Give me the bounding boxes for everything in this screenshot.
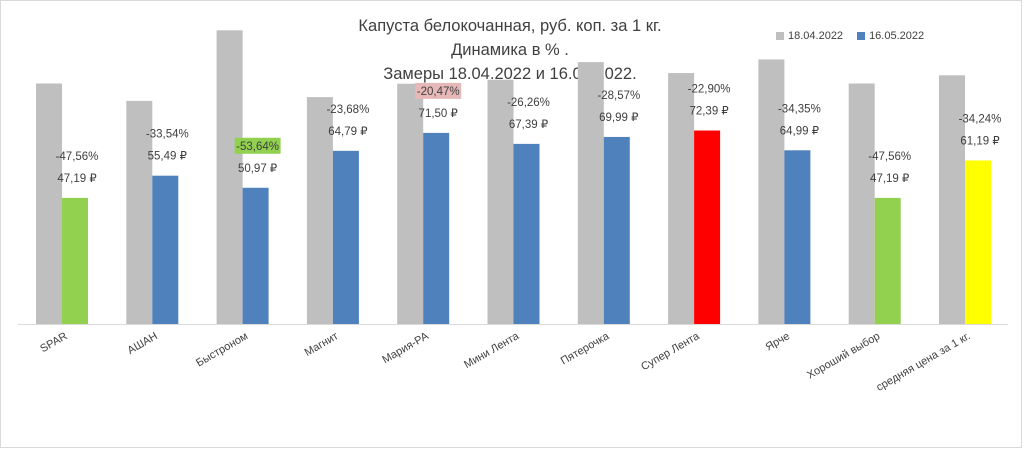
bar-series-1 (668, 73, 695, 324)
category-label: SPAR (38, 330, 69, 355)
category-label: Быстроном (194, 330, 250, 369)
bar-series-2 (62, 197, 88, 324)
bar-series-2 (874, 197, 901, 324)
category-label: Магнит (303, 330, 341, 359)
chart-title-line-1: Капуста белокочанная, руб. коп. за 1 кг. (358, 17, 662, 35)
chart-title-line-3: Замеры 18.04.2022 и 16.05.2022. (383, 65, 637, 83)
chart-legend: 18.04.2022 16.05.2022 (776, 28, 938, 44)
value-label: 47,19 ₽ (870, 173, 909, 185)
change-label: -33,54% (146, 129, 189, 141)
bar-series-2 (784, 150, 811, 324)
change-label: -28,57% (597, 90, 640, 102)
bar-series-2 (242, 187, 269, 324)
value-label: 64,99 ₽ (780, 125, 819, 137)
legend-item-series-2: 16.05.2022 (857, 30, 924, 42)
bar-series-2 (332, 150, 359, 324)
bar-series-2 (513, 143, 540, 324)
change-label-highlight (415, 82, 462, 99)
value-label: 71,50 ₽ (419, 108, 458, 120)
value-label: 67,39 ₽ (509, 119, 548, 131)
bar-series-1 (577, 62, 604, 324)
change-label: -26,26% (507, 97, 550, 109)
bar-series-1 (487, 79, 514, 324)
change-label: -53,64% (236, 141, 279, 153)
value-label: 69,99 ₽ (599, 112, 638, 124)
category-label: Ярче (764, 330, 792, 353)
bar-series-1 (36, 83, 62, 325)
value-label: 55,49 ₽ (148, 151, 187, 163)
change-label-highlight (234, 137, 281, 154)
bar-series-1 (216, 30, 243, 324)
chart-title: Капуста белокочанная, руб. коп. за 1 кг.… (260, 14, 760, 86)
bar-series-2 (694, 130, 721, 324)
bar-series-2 (423, 132, 450, 324)
category-label: Мини Лента (462, 330, 522, 371)
category-label: АШАН (125, 330, 159, 357)
category-label: средняя цена за 1 кг. (874, 330, 972, 394)
legend-label-series-2: 16.05.2022 (869, 30, 925, 42)
legend-label-series-1: 18.04.2022 (788, 30, 844, 42)
bar-series-1 (848, 83, 875, 325)
bar-series-2 (152, 175, 179, 324)
category-label: Мария-РА (380, 330, 431, 366)
bar-series-1 (939, 75, 965, 324)
category-label: Хороший выбор (805, 330, 882, 381)
legend-swatch-series-1 (776, 32, 784, 40)
value-label: 47,19 ₽ (57, 173, 96, 185)
value-label: 61,19 ₽ (960, 135, 999, 147)
bar-series-1 (397, 83, 424, 325)
change-label: -23,68% (326, 104, 369, 116)
bar-series-2 (603, 136, 630, 324)
legend-swatch-series-2 (857, 32, 866, 40)
bar-series-1 (126, 100, 153, 324)
change-label: -34,24% (959, 113, 1002, 125)
change-label: -47,56% (868, 151, 911, 163)
change-label: -34,35% (778, 103, 821, 115)
value-label: 50,97 ₽ (238, 163, 277, 175)
legend-item-series-1: 18.04.2022 (776, 30, 843, 42)
bar-series-1 (306, 97, 333, 324)
value-label: 64,79 ₽ (328, 126, 367, 138)
category-label: Супер Лента (639, 330, 702, 373)
bar-series-2 (965, 160, 991, 324)
value-label: 72,39 ₽ (689, 106, 728, 118)
change-label: -20,47% (417, 86, 460, 98)
bar-series-1 (758, 59, 785, 324)
category-label: Пятерочка (559, 330, 612, 368)
change-label: -47,56% (56, 151, 99, 163)
chart-title-line-2: Динамика в % . (451, 41, 569, 59)
change-label: -22,90% (688, 84, 731, 96)
